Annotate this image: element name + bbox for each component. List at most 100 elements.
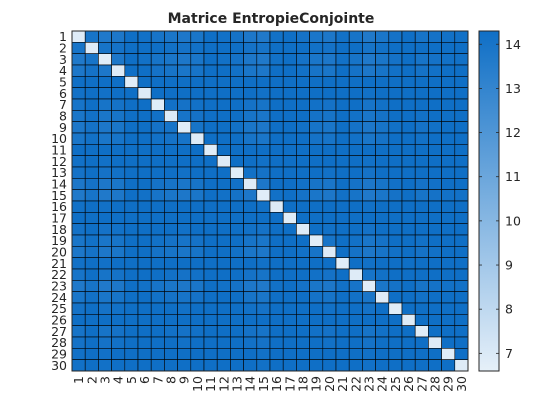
heatmap-cell-r12-c16 [269, 155, 284, 168]
heatmap-cell-r20-c25 [388, 246, 403, 258]
heatmap-cell-r3-c10 [190, 53, 205, 66]
heatmap-cell-r26-c24 [375, 314, 390, 326]
heatmap-cell-r20-c8 [164, 246, 178, 258]
heatmap-cell-r28-c3 [98, 336, 112, 349]
x-tick-label-11: 11 [203, 376, 218, 392]
heatmap-cell-r18-c16 [269, 223, 284, 236]
heatmap-cell-r11-c2 [84, 144, 99, 156]
heatmap-cell-r20-c29 [441, 246, 456, 258]
heatmap-cell-r30-c2 [84, 359, 99, 372]
heatmap-cell-r13-c3 [98, 166, 112, 179]
heatmap-cell-r7-c14 [243, 98, 258, 111]
heatmap-cell-r16-c27 [414, 200, 429, 213]
heatmap-cell-r10-c22 [348, 132, 363, 145]
heatmap-cell-r5-c2 [84, 76, 99, 88]
heatmap-cell-r17-c22 [348, 212, 363, 224]
x-tick-label-7: 7 [150, 376, 165, 384]
heatmap-cell-r23-c30 [454, 280, 469, 292]
heatmap-cell-r29-c2 [84, 348, 99, 360]
heatmap-cell-r23-c19 [309, 280, 324, 292]
heatmap-cell-r30-c28 [428, 359, 442, 372]
heatmap-cell-r29-c30 [454, 348, 469, 360]
heatmap-cell-r22-c2 [84, 268, 99, 281]
heatmap-cell-r13-c29 [441, 166, 456, 179]
heatmap-cell-r22-c18 [296, 268, 310, 281]
heatmap-cell-r17-c25 [388, 212, 403, 224]
heatmap-cell-r22-c27 [414, 268, 429, 281]
heatmap-cell-r11-c11 [203, 144, 218, 156]
heatmap-cell-r13-c23 [362, 166, 376, 179]
heatmap-cell-r5-c6 [137, 76, 152, 88]
x-tick-label-19: 19 [309, 376, 324, 392]
heatmap-cell-r15-c26 [401, 189, 416, 202]
heatmap-cell-r24-c12 [216, 291, 231, 304]
heatmap-cell-r27-c21 [335, 325, 350, 338]
heatmap-cell-r25-c7 [150, 302, 165, 315]
heatmap-cell-r18-c9 [177, 223, 192, 236]
heatmap-cell-r27-c25 [388, 325, 403, 338]
y-tick-label-17: 17 [51, 211, 67, 226]
heatmap-cell-r24-c10 [190, 291, 205, 304]
x-tick-labels: 1234567891011121314151617181920212223242… [71, 376, 469, 392]
heatmap-cell-r25-c5 [124, 302, 139, 315]
heatmap-cell-r24-c30 [454, 291, 469, 304]
heatmap-cell-r3-c29 [441, 53, 456, 66]
heatmap-cell-r8-c30 [454, 110, 469, 122]
heatmap-cell-r19-c14 [243, 234, 258, 247]
heatmap-cell-r23-c20 [322, 280, 337, 292]
heatmap-cell-r19-c13 [230, 234, 244, 247]
heatmap-cell-r20-c18 [296, 246, 310, 258]
heatmap-cell-r16-c24 [375, 200, 390, 213]
heatmap-cell-r25-c18 [296, 302, 310, 315]
heatmap-cell-r2-c18 [296, 42, 310, 54]
heatmap-cell-r9-c19 [309, 121, 324, 134]
heatmap-cell-r13-c4 [111, 166, 126, 179]
heatmap-cell-r10-c19 [309, 132, 324, 145]
heatmap-cell-r19-c24 [375, 234, 390, 247]
y-tick-label-20: 20 [51, 245, 67, 260]
heatmap-cell-r6-c15 [256, 87, 271, 100]
heatmap-cell-r10-c28 [428, 132, 442, 145]
heatmap-cell-r2-c12 [216, 42, 231, 54]
heatmap-cell-r29-c15 [256, 348, 271, 360]
heatmap-cell-r29-c3 [98, 348, 112, 360]
heatmap-cell-r19-c26 [401, 234, 416, 247]
heatmap-cell-r9-c21 [335, 121, 350, 134]
heatmap-cell-r18-c15 [256, 223, 271, 236]
heatmap-cell-r2-c26 [401, 42, 416, 54]
heatmap-cell-r10-c8 [164, 132, 178, 145]
chart-title: Matrice EntropieConjointe [168, 11, 375, 27]
heatmap-cell-r3-c19 [309, 53, 324, 66]
heatmap-cell-r11-c22 [348, 144, 363, 156]
heatmap-cell-r15-c11 [203, 189, 218, 202]
heatmap-cell-r4-c3 [98, 64, 112, 77]
heatmap-cell-r2-c14 [243, 42, 258, 54]
heatmap-cell-r14-c27 [414, 178, 429, 190]
y-tick-label-25: 25 [51, 301, 67, 316]
heatmap-cell-r20-c3 [98, 246, 112, 258]
heatmap-cell-r13-c13 [230, 166, 244, 179]
heatmap-cell-r15-c1 [71, 189, 86, 202]
heatmap-cell-r17-c18 [296, 212, 310, 224]
heatmap-cell-r10-c4 [111, 132, 126, 145]
heatmap-cell-r30-c26 [401, 359, 416, 372]
heatmap-cell-r30-c13 [230, 359, 244, 372]
heatmap-cell-r9-c14 [243, 121, 258, 134]
heatmap-cell-r27-c22 [348, 325, 363, 338]
heatmap-cell-r23-c11 [203, 280, 218, 292]
heatmap-cell-r6-c25 [388, 87, 403, 100]
x-tick-label-9: 9 [177, 376, 192, 384]
heatmap-cell-r11-c18 [296, 144, 310, 156]
heatmap-cell-r23-c29 [441, 280, 456, 292]
heatmap-cell-r17-c28 [428, 212, 442, 224]
heatmap-cell-r18-c24 [375, 223, 390, 236]
heatmap-cell-r29-c6 [137, 348, 152, 360]
heatmap-cell-r10-c5 [124, 132, 139, 145]
heatmap-cell-r20-c19 [309, 246, 324, 258]
heatmap-cell-r5-c4 [111, 76, 126, 88]
heatmap-cell-r28-c7 [150, 336, 165, 349]
heatmap-cell-r24-c21 [335, 291, 350, 304]
heatmap-cell-r8-c14 [243, 110, 258, 122]
heatmap-cell-r14-c28 [428, 178, 442, 190]
heatmap-cell-r25-c29 [441, 302, 456, 315]
